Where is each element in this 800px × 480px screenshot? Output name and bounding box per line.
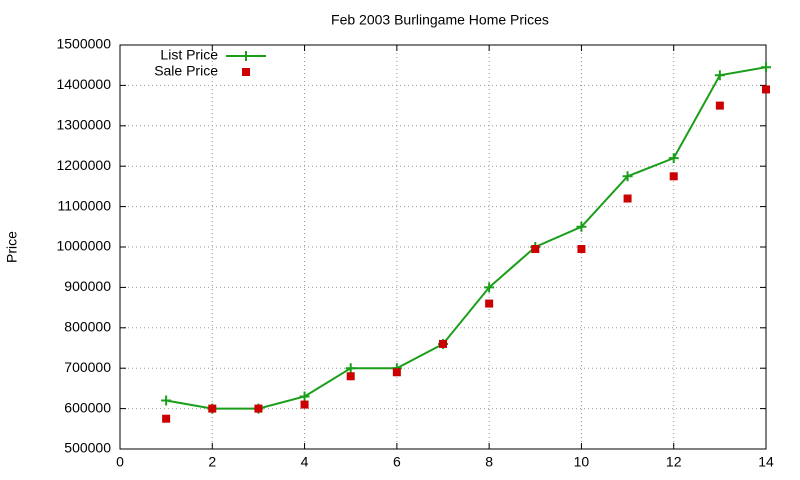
point <box>669 172 678 181</box>
legend-marker <box>242 68 250 76</box>
legend-marker <box>241 51 251 61</box>
point <box>161 395 172 406</box>
point <box>714 70 725 81</box>
point <box>439 339 447 348</box>
point <box>392 368 401 377</box>
point <box>623 194 632 203</box>
point <box>162 414 171 423</box>
plot-frame <box>119 44 767 450</box>
y-tick-label: 600000 <box>64 399 111 415</box>
y-tick-label: 1000000 <box>56 238 111 254</box>
point <box>254 404 263 413</box>
y-tick-label: 1300000 <box>56 117 111 133</box>
y-tick-label: 1200000 <box>56 157 111 173</box>
y-tick-label: 500000 <box>64 440 111 456</box>
point <box>668 153 679 164</box>
y-tick-label: 800000 <box>64 319 111 335</box>
point <box>622 171 633 182</box>
point <box>484 282 495 293</box>
x-tick-label: 0 <box>116 454 124 470</box>
x-tick-label: 8 <box>485 454 493 470</box>
x-tick-label: 6 <box>393 454 401 470</box>
point <box>485 299 494 308</box>
y-tick-label: 1500000 <box>56 36 111 52</box>
point <box>531 245 540 254</box>
point <box>762 85 770 94</box>
y-axis-label: Price <box>4 231 20 263</box>
point <box>300 400 309 409</box>
y-tick-label: 900000 <box>64 278 111 294</box>
point <box>715 101 724 110</box>
point <box>576 221 587 232</box>
legend-label: List Price <box>160 47 218 63</box>
x-tick-label: 4 <box>301 454 309 470</box>
y-tick-label: 700000 <box>64 359 111 375</box>
y-tick-label: 1400000 <box>56 76 111 92</box>
point <box>208 404 217 413</box>
x-tick-label: 12 <box>666 454 682 470</box>
y-tick-label: 1100000 <box>58 197 112 213</box>
series-line <box>165 66 767 410</box>
point <box>346 372 355 381</box>
chart-title: Feb 2003 Burlingame Home Prices <box>331 12 549 28</box>
legend-label: Sale Price <box>154 63 218 79</box>
x-tick-label: 14 <box>758 454 774 470</box>
x-tick-label: 10 <box>574 454 590 470</box>
point <box>577 245 586 254</box>
point <box>299 391 310 402</box>
point <box>761 62 771 73</box>
point <box>345 363 356 374</box>
x-tick-label: 2 <box>208 454 216 470</box>
